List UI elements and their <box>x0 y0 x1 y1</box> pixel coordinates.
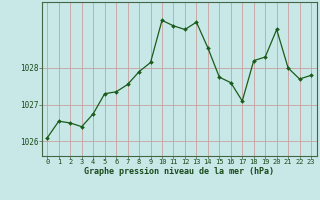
X-axis label: Graphe pression niveau de la mer (hPa): Graphe pression niveau de la mer (hPa) <box>84 167 274 176</box>
